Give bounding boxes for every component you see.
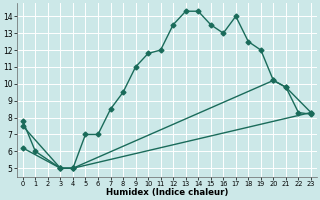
X-axis label: Humidex (Indice chaleur): Humidex (Indice chaleur): [106, 188, 228, 197]
